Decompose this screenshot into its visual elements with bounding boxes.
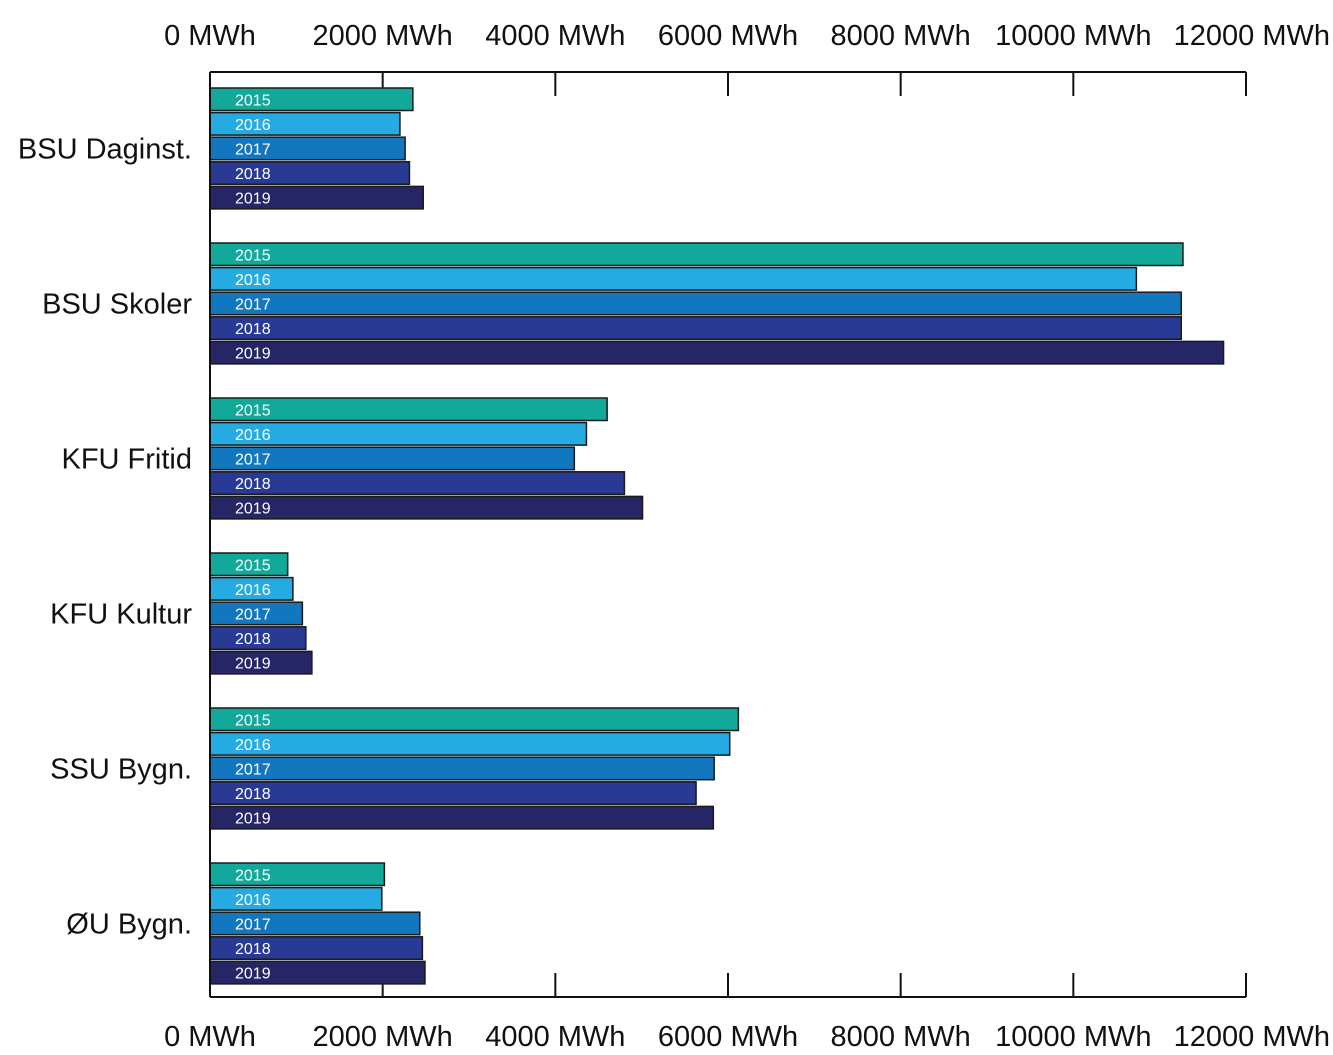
bar-series-label: 2019 (235, 501, 271, 518)
bottom-tick-label: 10000 MWh (995, 1021, 1151, 1053)
bar (209, 731, 731, 756)
bar-series-label: 2016 (235, 427, 271, 444)
bar-series-label: 2015 (235, 712, 271, 729)
bar-series-label: 2017 (235, 916, 271, 933)
bar (209, 756, 715, 781)
top-tick-label: 12000 MWh (1174, 20, 1330, 52)
category-labels: BSU Daginst. BSU Skoler KFU Fritid KFU Kult… (18, 133, 192, 940)
bar-series-label: 2015 (235, 402, 271, 419)
bar (209, 707, 740, 732)
bar-series-label: 2018 (235, 321, 271, 338)
top-tick-label: 2000 MWh (313, 20, 453, 52)
bar-series-label: 2016 (235, 582, 271, 599)
bar (209, 495, 644, 520)
bar (209, 340, 1225, 365)
bar-series-label: 2018 (235, 166, 271, 183)
bar-series-label: 2015 (235, 867, 271, 884)
bottom-tick-label: 4000 MWh (485, 1021, 625, 1053)
bar-series-label: 2015 (235, 247, 271, 264)
bars: 2015 2016 2017 2018 2019 2015 2016 2017 2018 2019… (209, 87, 1225, 985)
bar-series-label: 2017 (235, 296, 271, 313)
bar-series-label: 2019 (235, 346, 271, 363)
category-label: BSU Daginst. (18, 133, 192, 165)
bar-series-label: 2019 (235, 191, 271, 208)
bar-series-label: 2015 (235, 92, 271, 109)
category-label: SSU Bygn. (50, 753, 192, 785)
bar-series-label: 2019 (235, 811, 271, 828)
bar (209, 242, 1184, 267)
top-tick-label: 10000 MWh (995, 20, 1151, 52)
bar (209, 471, 626, 496)
bar-series-label: 2016 (235, 892, 271, 909)
bar-series-label: 2018 (235, 476, 271, 493)
bar-series-label: 2018 (235, 786, 271, 803)
bar-series-label: 2017 (235, 761, 271, 778)
top-tick-label: 6000 MWh (658, 20, 798, 52)
bar-series-label: 2015 (235, 557, 271, 574)
axis-frame (209, 71, 1246, 998)
bar-series-label: 2016 (235, 117, 271, 134)
category-label: BSU Skoler (42, 288, 192, 320)
top-tick-label: 8000 MWh (831, 20, 971, 52)
top-axis: 0 MWh 2000 MWh 4000 MWh 6000 MWh 8000 MWh 100… (164, 20, 1330, 96)
bar (209, 291, 1182, 316)
bar-series-label: 2016 (235, 737, 271, 754)
bottom-tick-label: 0 MWh (164, 1021, 256, 1053)
bottom-axis: 0 MWh 2000 MWh 4000 MWh 6000 MWh 8000 MWh 100… (164, 973, 1330, 1053)
bar-series-label: 2016 (235, 272, 271, 289)
bar-series-label: 2018 (235, 941, 271, 958)
top-tick-label: 4000 MWh (485, 20, 625, 52)
bottom-tick-label: 12000 MWh (1174, 1021, 1330, 1053)
bar (209, 266, 1138, 291)
bar-series-label: 2017 (235, 451, 271, 468)
category-label: ØU Bygn. (66, 908, 192, 940)
bottom-tick-label: 6000 MWh (658, 1021, 798, 1053)
bar-series-label: 2018 (235, 631, 271, 648)
bottom-tick-label: 8000 MWh (831, 1021, 971, 1053)
category-label: KFU Kultur (50, 598, 192, 630)
bar-series-label: 2019 (235, 656, 271, 673)
top-tick-label: 0 MWh (164, 20, 256, 52)
bar-series-label: 2019 (235, 966, 271, 983)
bar (209, 805, 715, 830)
bar (209, 316, 1182, 341)
bar-series-label: 2017 (235, 141, 271, 158)
bar (209, 781, 697, 806)
category-label: KFU Fritid (62, 443, 193, 475)
bar-series-label: 2017 (235, 606, 271, 623)
bottom-tick-label: 2000 MWh (313, 1021, 453, 1053)
